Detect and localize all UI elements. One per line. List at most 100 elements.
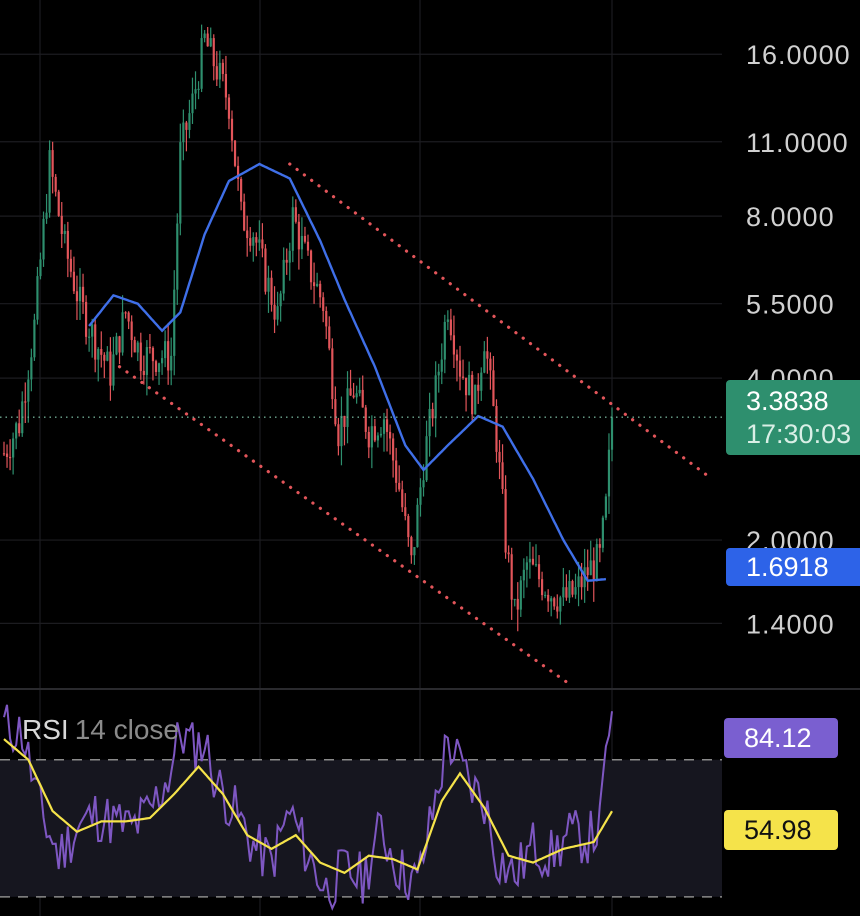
candle [136,340,139,362]
candle [306,234,310,256]
candle [595,538,598,582]
candle [88,328,91,352]
candle [492,355,495,407]
candle [24,382,27,424]
candle [574,573,577,599]
candle [21,391,24,437]
candle [331,338,334,409]
candle [115,332,118,356]
candles [2,24,614,632]
candle [607,433,611,514]
candle [12,432,15,475]
candle [182,109,185,161]
candle [91,318,94,358]
price-tick-label: 8.0000 [746,202,835,232]
candle [528,541,532,579]
candle [370,415,373,469]
candle [227,94,231,130]
candle [176,213,179,305]
candle [322,292,325,323]
candle [160,350,164,375]
candle [610,407,614,462]
candle [586,549,589,591]
candle [401,480,404,513]
candle [522,558,525,599]
candle [212,34,215,81]
candle [489,352,492,390]
candle [352,382,355,399]
candle [364,404,367,439]
candle [100,331,103,368]
candle [382,412,386,452]
candle [5,444,9,468]
candle [480,367,483,401]
candle [328,316,331,351]
candle [477,373,480,404]
candle [540,571,544,601]
candle [75,275,79,320]
candle [334,386,337,427]
candle [376,432,380,448]
candle [525,556,528,588]
candle [185,120,188,152]
price-grid [0,0,722,688]
candle [215,51,218,87]
candle [428,392,431,457]
candle [547,589,550,612]
candle [179,123,182,236]
candle [604,493,608,521]
candle [243,193,246,232]
candle [197,81,200,100]
candle [343,415,346,446]
candle [39,252,42,280]
candle [294,199,297,224]
candle [452,315,456,369]
candle [209,27,212,48]
candle [550,596,553,617]
pane-divider[interactable] [0,688,860,690]
candle [446,310,449,331]
candle [388,424,392,455]
candle [33,313,36,361]
price-chart[interactable]: 16.000011.00008.00005.50004.00002.00001.… [0,0,860,688]
candle [316,272,319,288]
candle [537,555,541,588]
trendline [288,162,711,479]
candle [601,515,604,553]
candle [45,193,48,224]
candle [544,591,547,599]
candle [218,50,221,88]
candle [154,359,158,376]
candle [188,99,191,139]
candle [565,574,568,601]
last-price-value: 3.3838 [746,386,829,416]
rsi-chart[interactable]: 75.0050.00 [0,690,860,916]
rsi-title[interactable]: RSI 14 close [22,714,179,746]
candle [495,399,498,463]
candle [285,248,288,275]
candle [434,361,437,438]
candle [534,544,538,567]
candle [385,408,389,452]
candle [60,201,63,249]
candle [474,384,477,415]
candle [516,582,519,632]
candle [133,336,136,353]
candle [142,355,145,385]
candle [443,314,446,374]
candle [553,596,556,610]
candle [440,343,443,385]
candle [264,244,267,295]
candle [170,337,173,386]
candle [425,420,428,482]
candle [267,265,270,313]
price-tick-label: 1.4000 [746,609,835,639]
candle [404,493,407,521]
candle [200,24,203,93]
candle [130,315,133,358]
candle [589,540,592,576]
candle [84,295,88,345]
candle [577,561,580,607]
candle [167,322,170,385]
candle [279,290,282,322]
